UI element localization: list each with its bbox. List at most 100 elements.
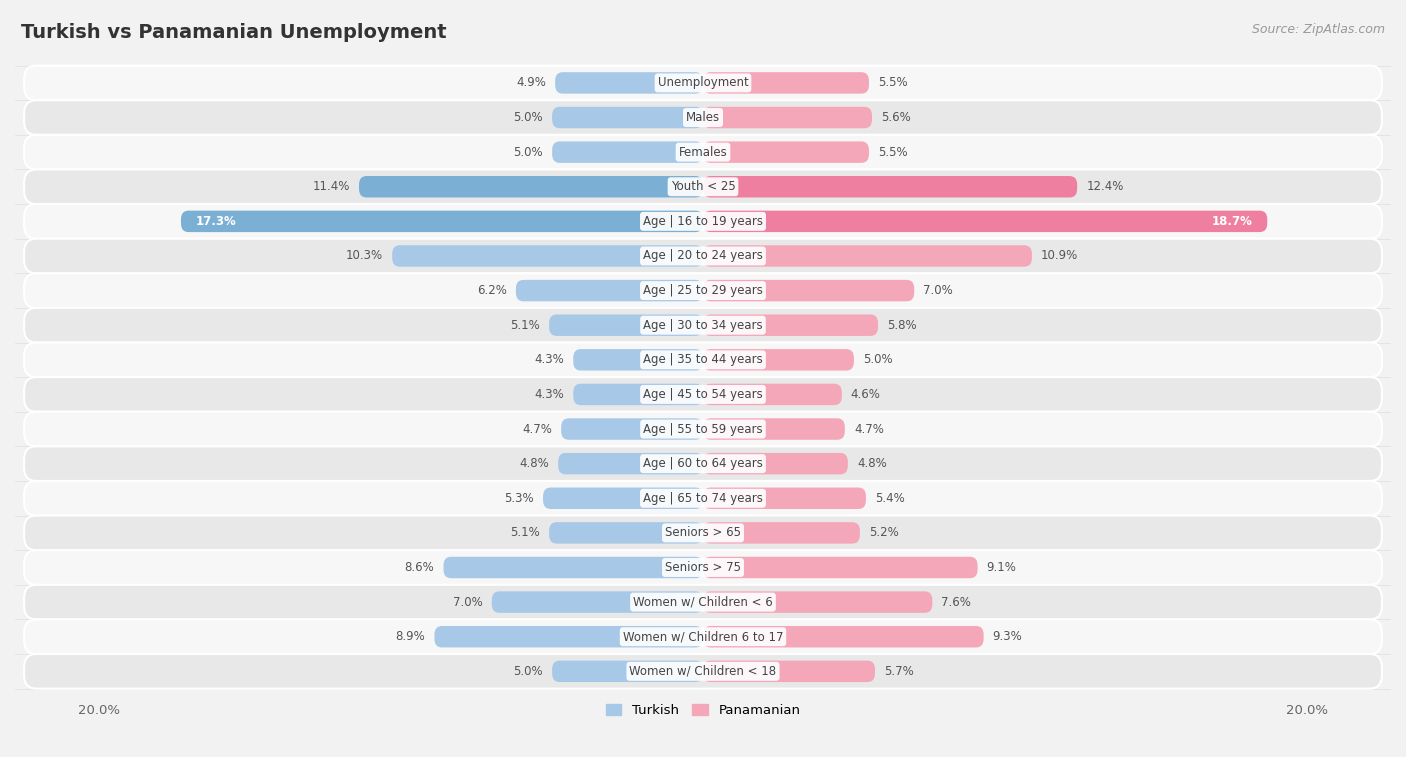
FancyBboxPatch shape (703, 556, 977, 578)
Text: Age | 65 to 74 years: Age | 65 to 74 years (643, 492, 763, 505)
Text: 5.0%: 5.0% (513, 145, 543, 159)
Text: 17.3%: 17.3% (195, 215, 236, 228)
FancyBboxPatch shape (24, 273, 1382, 308)
Text: 4.9%: 4.9% (516, 76, 546, 89)
Text: Age | 30 to 34 years: Age | 30 to 34 years (643, 319, 763, 332)
FancyBboxPatch shape (181, 210, 703, 232)
FancyBboxPatch shape (24, 447, 1382, 481)
FancyBboxPatch shape (703, 522, 860, 544)
FancyBboxPatch shape (550, 522, 703, 544)
Text: 10.3%: 10.3% (346, 250, 384, 263)
FancyBboxPatch shape (24, 100, 1382, 135)
Text: 18.7%: 18.7% (1212, 215, 1253, 228)
Text: 6.2%: 6.2% (477, 284, 506, 297)
FancyBboxPatch shape (703, 419, 845, 440)
Text: 5.1%: 5.1% (510, 526, 540, 540)
Text: 5.5%: 5.5% (877, 76, 908, 89)
FancyBboxPatch shape (703, 314, 877, 336)
FancyBboxPatch shape (24, 238, 1382, 273)
FancyBboxPatch shape (24, 585, 1382, 619)
Text: 9.1%: 9.1% (987, 561, 1017, 574)
FancyBboxPatch shape (516, 280, 703, 301)
FancyBboxPatch shape (703, 210, 1267, 232)
FancyBboxPatch shape (561, 419, 703, 440)
Text: 8.9%: 8.9% (395, 631, 426, 643)
FancyBboxPatch shape (558, 453, 703, 475)
Text: Age | 20 to 24 years: Age | 20 to 24 years (643, 250, 763, 263)
FancyBboxPatch shape (24, 170, 1382, 204)
Text: 4.7%: 4.7% (522, 422, 553, 435)
Text: 9.3%: 9.3% (993, 631, 1022, 643)
FancyBboxPatch shape (703, 384, 842, 405)
Text: 5.0%: 5.0% (863, 354, 893, 366)
FancyBboxPatch shape (703, 176, 1077, 198)
FancyBboxPatch shape (392, 245, 703, 266)
Text: 5.4%: 5.4% (875, 492, 904, 505)
Text: Seniors > 65: Seniors > 65 (665, 526, 741, 540)
Text: 5.1%: 5.1% (510, 319, 540, 332)
FancyBboxPatch shape (24, 204, 1382, 238)
Text: Women w/ Children < 18: Women w/ Children < 18 (630, 665, 776, 678)
Text: 5.0%: 5.0% (513, 665, 543, 678)
FancyBboxPatch shape (443, 556, 703, 578)
FancyBboxPatch shape (24, 654, 1382, 689)
Text: Age | 55 to 59 years: Age | 55 to 59 years (643, 422, 763, 435)
Text: 5.2%: 5.2% (869, 526, 898, 540)
FancyBboxPatch shape (574, 384, 703, 405)
Text: Age | 60 to 64 years: Age | 60 to 64 years (643, 457, 763, 470)
FancyBboxPatch shape (553, 107, 703, 128)
FancyBboxPatch shape (550, 314, 703, 336)
Text: Source: ZipAtlas.com: Source: ZipAtlas.com (1251, 23, 1385, 36)
FancyBboxPatch shape (703, 488, 866, 509)
FancyBboxPatch shape (359, 176, 703, 198)
Text: 5.7%: 5.7% (884, 665, 914, 678)
FancyBboxPatch shape (574, 349, 703, 370)
Text: 10.9%: 10.9% (1040, 250, 1078, 263)
FancyBboxPatch shape (24, 135, 1382, 170)
FancyBboxPatch shape (24, 308, 1382, 342)
Text: 4.8%: 4.8% (519, 457, 550, 470)
Legend: Turkish, Panamanian: Turkish, Panamanian (600, 699, 806, 722)
FancyBboxPatch shape (24, 377, 1382, 412)
Text: 11.4%: 11.4% (312, 180, 350, 193)
FancyBboxPatch shape (703, 453, 848, 475)
FancyBboxPatch shape (703, 72, 869, 94)
FancyBboxPatch shape (24, 516, 1382, 550)
Text: 7.6%: 7.6% (942, 596, 972, 609)
Text: 5.6%: 5.6% (882, 111, 911, 124)
Text: 5.8%: 5.8% (887, 319, 917, 332)
FancyBboxPatch shape (543, 488, 703, 509)
FancyBboxPatch shape (703, 591, 932, 613)
FancyBboxPatch shape (553, 661, 703, 682)
FancyBboxPatch shape (492, 591, 703, 613)
Text: Age | 16 to 19 years: Age | 16 to 19 years (643, 215, 763, 228)
Text: Age | 35 to 44 years: Age | 35 to 44 years (643, 354, 763, 366)
FancyBboxPatch shape (24, 412, 1382, 447)
Text: 4.3%: 4.3% (534, 388, 564, 401)
FancyBboxPatch shape (24, 550, 1382, 585)
Text: 4.6%: 4.6% (851, 388, 880, 401)
FancyBboxPatch shape (555, 72, 703, 94)
Text: Females: Females (679, 145, 727, 159)
FancyBboxPatch shape (434, 626, 703, 647)
FancyBboxPatch shape (24, 66, 1382, 100)
Text: 7.0%: 7.0% (924, 284, 953, 297)
Text: Males: Males (686, 111, 720, 124)
FancyBboxPatch shape (703, 661, 875, 682)
FancyBboxPatch shape (553, 142, 703, 163)
Text: 7.0%: 7.0% (453, 596, 482, 609)
FancyBboxPatch shape (703, 280, 914, 301)
Text: 5.3%: 5.3% (505, 492, 534, 505)
Text: 4.3%: 4.3% (534, 354, 564, 366)
Text: 4.8%: 4.8% (856, 457, 887, 470)
FancyBboxPatch shape (703, 142, 869, 163)
Text: Age | 25 to 29 years: Age | 25 to 29 years (643, 284, 763, 297)
FancyBboxPatch shape (703, 107, 872, 128)
Text: Women w/ Children 6 to 17: Women w/ Children 6 to 17 (623, 631, 783, 643)
Text: Turkish vs Panamanian Unemployment: Turkish vs Panamanian Unemployment (21, 23, 447, 42)
Text: Seniors > 75: Seniors > 75 (665, 561, 741, 574)
Text: 8.6%: 8.6% (405, 561, 434, 574)
Text: 12.4%: 12.4% (1087, 180, 1123, 193)
FancyBboxPatch shape (703, 626, 984, 647)
Text: 5.5%: 5.5% (877, 145, 908, 159)
